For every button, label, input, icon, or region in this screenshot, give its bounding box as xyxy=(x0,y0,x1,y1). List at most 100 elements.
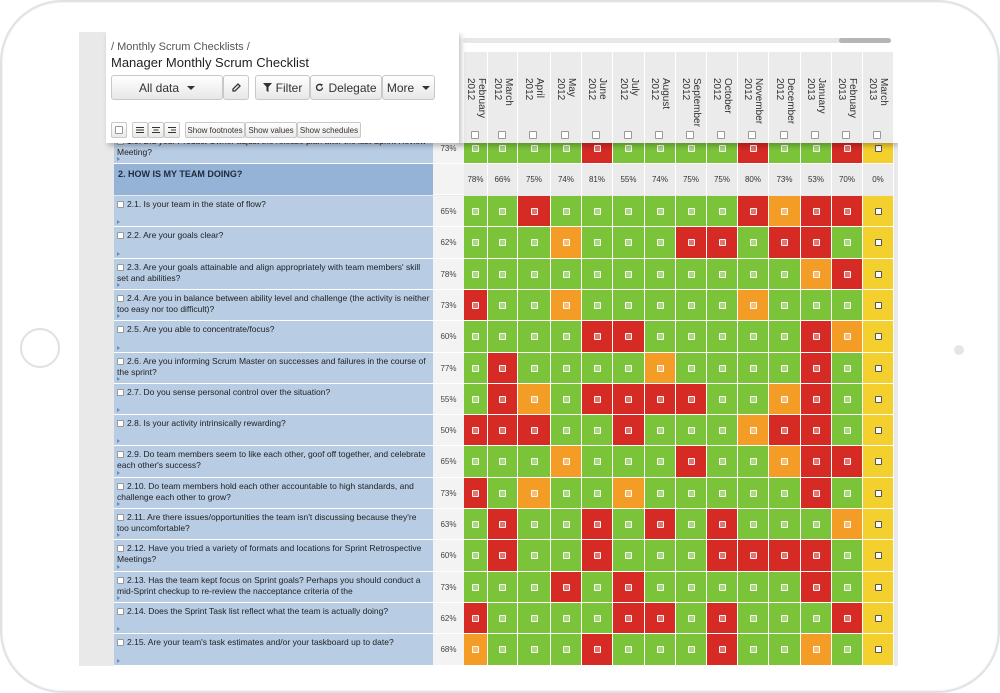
status-cell[interactable] xyxy=(613,415,645,446)
row-checkbox[interactable] xyxy=(117,420,124,427)
show-schedules-button[interactable]: Show schedules xyxy=(297,122,361,138)
all-data-dropdown[interactable]: All data xyxy=(111,75,223,100)
status-cell[interactable] xyxy=(769,446,801,478)
status-cell[interactable] xyxy=(801,353,832,384)
month-checkbox[interactable] xyxy=(623,131,632,139)
status-cell[interactable] xyxy=(769,196,801,227)
status-cell[interactable] xyxy=(707,540,738,572)
status-cell[interactable] xyxy=(676,478,707,509)
expand-arrow-icon[interactable] xyxy=(117,346,120,350)
status-cell[interactable] xyxy=(551,321,582,353)
status-cell[interactable] xyxy=(676,384,707,415)
status-cell[interactable] xyxy=(738,384,769,415)
row-checkbox[interactable] xyxy=(117,264,124,271)
status-cell[interactable] xyxy=(464,446,488,478)
question-row[interactable]: 2.14. Does the Sprint Task list reflect … xyxy=(114,603,433,634)
status-cell[interactable] xyxy=(464,415,488,446)
month-checkbox[interactable] xyxy=(842,131,850,139)
status-cell[interactable] xyxy=(676,353,707,384)
show-footnotes-button[interactable]: Show footnotes xyxy=(185,122,245,138)
expand-arrow-icon[interactable] xyxy=(117,377,120,381)
status-cell[interactable] xyxy=(738,603,769,634)
status-cell[interactable] xyxy=(582,290,613,321)
status-cell[interactable] xyxy=(613,540,645,572)
month-column-header[interactable]: December 2012 xyxy=(769,52,801,143)
expand-arrow-icon[interactable] xyxy=(117,471,120,475)
status-cell[interactable] xyxy=(738,634,769,666)
status-cell[interactable] xyxy=(832,509,863,540)
expand-arrow-icon[interactable] xyxy=(117,314,120,318)
status-cell[interactable] xyxy=(464,321,488,353)
status-cell[interactable] xyxy=(645,290,676,321)
status-cell[interactable] xyxy=(832,446,863,478)
status-cell[interactable] xyxy=(801,603,832,634)
row-checkbox[interactable] xyxy=(117,326,124,333)
status-cell[interactable] xyxy=(518,353,551,384)
status-cell[interactable] xyxy=(707,634,738,666)
status-cell[interactable] xyxy=(551,353,582,384)
status-cell[interactable] xyxy=(676,634,707,666)
month-checkbox[interactable] xyxy=(529,131,537,139)
status-cell[interactable] xyxy=(801,540,832,572)
status-cell[interactable] xyxy=(645,572,676,603)
question-row[interactable]: 2.3. Are your goals attainable and align… xyxy=(114,259,433,290)
status-cell[interactable] xyxy=(645,509,676,540)
status-cell[interactable] xyxy=(582,353,613,384)
status-cell[interactable] xyxy=(613,634,645,666)
show-values-button[interactable]: Show values xyxy=(245,122,297,138)
status-cell[interactable] xyxy=(551,446,582,478)
status-cell[interactable] xyxy=(676,321,707,353)
question-row[interactable]: 2.7. Do you sense personal control over … xyxy=(114,384,433,415)
status-cell[interactable] xyxy=(551,634,582,666)
status-cell[interactable] xyxy=(801,196,832,227)
status-cell[interactable] xyxy=(464,384,488,415)
status-cell[interactable] xyxy=(582,227,613,259)
status-cell[interactable] xyxy=(863,196,894,227)
question-row[interactable]: 2.1. Is your team in the state of flow? xyxy=(114,196,433,227)
status-cell[interactable] xyxy=(707,353,738,384)
month-checkbox[interactable] xyxy=(561,131,569,139)
status-cell[interactable] xyxy=(613,290,645,321)
filter-button[interactable]: Filter xyxy=(255,75,310,100)
question-row[interactable]: 2.6. Are you informing Scrum Master on s… xyxy=(114,353,433,384)
month-checkbox[interactable] xyxy=(655,131,663,139)
status-cell[interactable] xyxy=(769,321,801,353)
status-cell[interactable] xyxy=(582,509,613,540)
month-checkbox[interactable] xyxy=(592,131,600,139)
row-checkbox[interactable] xyxy=(117,545,124,552)
status-cell[interactable] xyxy=(707,290,738,321)
status-cell[interactable] xyxy=(518,478,551,509)
status-cell[interactable] xyxy=(832,415,863,446)
month-column-header[interactable]: November 2012 xyxy=(738,52,769,143)
status-cell[interactable] xyxy=(518,384,551,415)
status-cell[interactable] xyxy=(551,603,582,634)
status-cell[interactable] xyxy=(832,353,863,384)
status-cell[interactable] xyxy=(518,196,551,227)
status-cell[interactable] xyxy=(613,478,645,509)
status-cell[interactable] xyxy=(801,509,832,540)
status-cell[interactable] xyxy=(488,478,518,509)
delegate-button[interactable]: Delegate xyxy=(310,75,382,100)
status-cell[interactable] xyxy=(488,572,518,603)
status-cell[interactable] xyxy=(676,540,707,572)
status-cell[interactable] xyxy=(863,384,894,415)
status-cell[interactable] xyxy=(863,634,894,666)
month-checkbox[interactable] xyxy=(470,131,479,139)
status-cell[interactable] xyxy=(769,290,801,321)
row-checkbox[interactable] xyxy=(117,389,124,396)
row-checkbox[interactable] xyxy=(117,295,124,302)
status-cell[interactable] xyxy=(551,540,582,572)
month-column-header[interactable]: August 2012 xyxy=(645,52,676,143)
status-cell[interactable] xyxy=(863,259,894,290)
month-column-header[interactable]: March 2012 xyxy=(488,52,518,143)
status-cell[interactable] xyxy=(488,509,518,540)
month-column-header[interactable]: May 2012 xyxy=(551,52,582,143)
question-row[interactable]: 2.12. Have you tried a variety of format… xyxy=(114,540,433,572)
status-cell[interactable] xyxy=(769,540,801,572)
status-cell[interactable] xyxy=(488,259,518,290)
status-cell[interactable] xyxy=(832,290,863,321)
status-cell[interactable] xyxy=(832,227,863,259)
align-center-button[interactable] xyxy=(148,122,164,138)
status-cell[interactable] xyxy=(707,384,738,415)
status-cell[interactable] xyxy=(801,290,832,321)
